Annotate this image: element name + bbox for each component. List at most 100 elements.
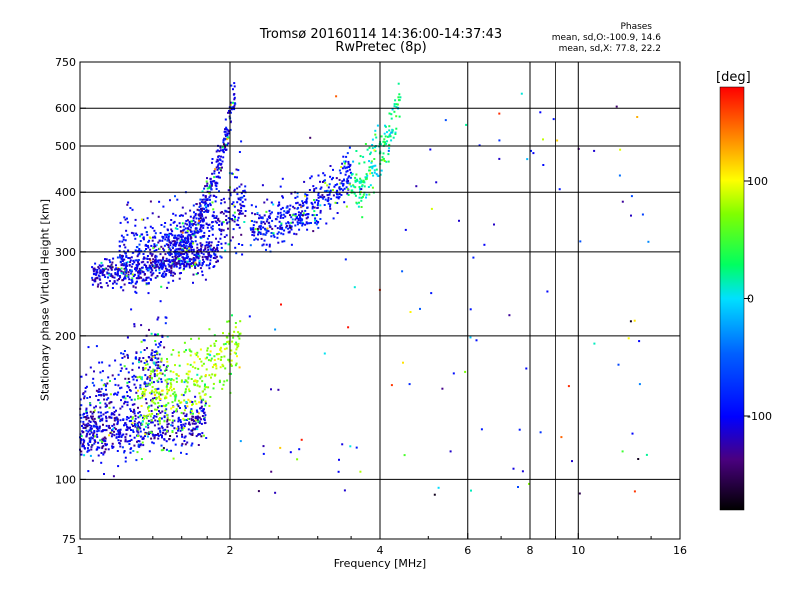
data-point	[390, 139, 393, 142]
data-point	[169, 244, 172, 247]
data-point	[158, 367, 161, 369]
data-point	[206, 182, 209, 185]
data-point	[165, 367, 168, 370]
data-point	[193, 380, 195, 383]
data-point	[100, 387, 103, 390]
data-point	[131, 263, 134, 265]
data-point	[194, 400, 197, 403]
data-point	[435, 181, 438, 184]
data-point	[154, 364, 157, 367]
data-point	[260, 216, 263, 219]
data-point	[168, 258, 171, 261]
data-point	[279, 225, 282, 228]
data-point	[218, 162, 221, 165]
data-point	[361, 184, 364, 187]
data-point	[159, 365, 162, 368]
data-point	[139, 351, 142, 354]
data-point	[184, 222, 187, 225]
data-point	[159, 369, 162, 372]
data-point	[147, 276, 150, 279]
data-point	[156, 265, 159, 268]
data-point	[449, 450, 452, 453]
data-point	[135, 259, 138, 262]
data-point	[294, 196, 297, 199]
data-point	[145, 432, 148, 435]
data-point	[143, 367, 146, 370]
data-point	[259, 231, 262, 234]
data-point	[338, 195, 341, 198]
data-point	[195, 415, 198, 418]
data-point	[184, 260, 187, 263]
data-point	[205, 368, 208, 371]
data-point	[138, 248, 141, 250]
data-point	[123, 424, 125, 427]
data-point	[137, 397, 139, 400]
data-point	[240, 192, 243, 195]
data-point	[180, 423, 183, 426]
data-point	[225, 234, 228, 237]
data-point	[148, 267, 151, 269]
data-point	[301, 218, 304, 221]
data-point	[164, 238, 167, 241]
data-point	[281, 177, 284, 180]
data-point	[144, 435, 146, 437]
data-point	[263, 201, 266, 204]
data-point	[146, 435, 149, 438]
data-point	[130, 282, 133, 285]
data-point	[345, 166, 348, 169]
data-point	[315, 214, 318, 216]
data-point	[164, 267, 167, 270]
data-point	[95, 433, 98, 436]
data-point	[124, 456, 127, 459]
data-point	[91, 412, 94, 415]
data-point	[278, 203, 281, 206]
data-point	[368, 193, 371, 196]
data-point	[212, 208, 215, 211]
data-point	[399, 96, 402, 99]
data-point	[174, 364, 176, 367]
data-point	[169, 394, 172, 397]
data-point	[381, 158, 384, 161]
data-point	[95, 271, 98, 273]
data-point	[100, 394, 103, 396]
data-point	[192, 257, 195, 259]
data-point	[82, 416, 85, 419]
data-point	[305, 217, 308, 220]
data-point	[131, 279, 133, 282]
data-point	[282, 213, 285, 216]
data-point	[173, 410, 176, 413]
data-point	[206, 246, 209, 249]
data-point	[227, 142, 230, 145]
data-point	[133, 273, 136, 276]
data-point	[215, 150, 218, 153]
data-point	[226, 341, 229, 344]
data-point	[215, 237, 217, 240]
data-point	[192, 412, 194, 415]
data-point	[152, 260, 154, 263]
data-point	[86, 411, 88, 414]
data-point	[130, 438, 133, 441]
data-point	[190, 433, 193, 436]
data-point	[118, 430, 121, 433]
data-point	[202, 362, 205, 365]
data-point	[145, 417, 148, 420]
data-point	[203, 231, 206, 234]
data-point	[197, 444, 200, 446]
data-point	[156, 369, 158, 372]
data-point	[161, 372, 164, 375]
data-point	[210, 184, 213, 187]
data-point	[195, 273, 198, 276]
data-point	[202, 410, 205, 412]
data-point	[388, 143, 391, 146]
data-point	[280, 303, 282, 306]
data-point	[139, 414, 142, 417]
data-point	[164, 428, 167, 431]
data-point	[244, 198, 247, 201]
data-point	[169, 241, 172, 244]
data-point	[151, 239, 154, 242]
data-point	[91, 459, 94, 462]
data-point	[135, 459, 138, 462]
data-point	[139, 386, 142, 389]
data-point	[180, 393, 183, 396]
data-point	[289, 214, 291, 217]
